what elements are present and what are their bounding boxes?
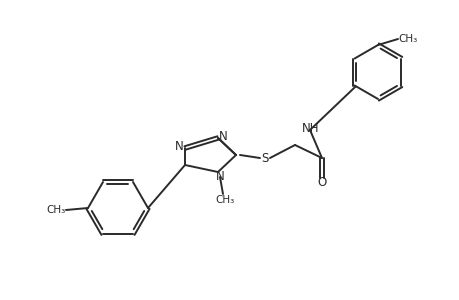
Text: CH₃: CH₃ xyxy=(215,195,234,205)
Text: CH₃: CH₃ xyxy=(397,34,417,44)
Text: NH: NH xyxy=(302,122,319,134)
Text: CH₃: CH₃ xyxy=(46,205,66,215)
Text: S: S xyxy=(261,152,268,164)
Text: N: N xyxy=(174,140,183,152)
Text: O: O xyxy=(317,176,326,190)
Text: N: N xyxy=(218,130,227,142)
Text: N: N xyxy=(215,170,224,184)
